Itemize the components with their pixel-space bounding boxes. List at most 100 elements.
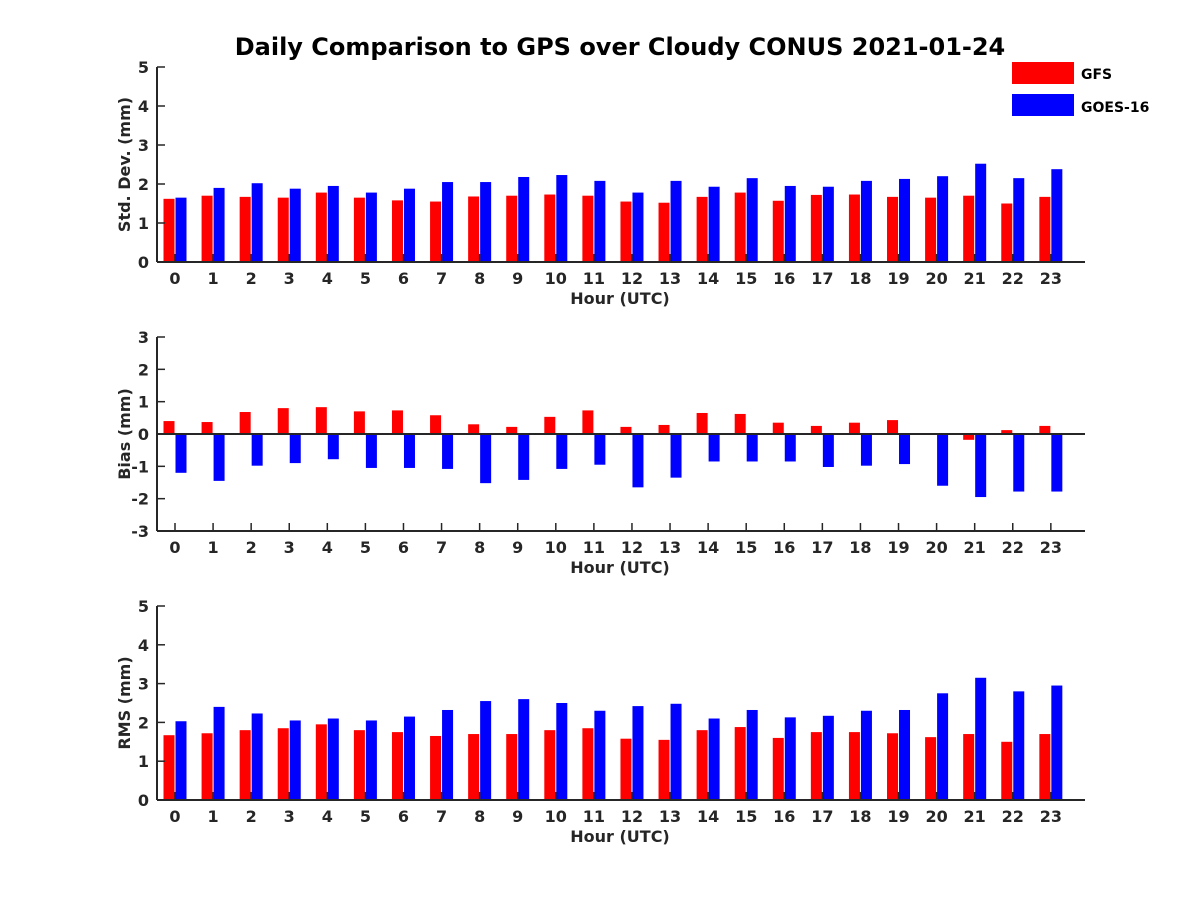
bar-rms-gfs-1 — [201, 733, 213, 800]
bar-rms-gfs-2 — [239, 730, 251, 800]
x-tick-label-std-dev: 17 — [811, 269, 833, 288]
bar-std-dev-goes16-20 — [937, 176, 949, 262]
bar-std-dev-gfs-21 — [963, 195, 975, 262]
x-tick-label-bias: 23 — [1040, 538, 1062, 557]
bar-bias-goes16-12 — [632, 434, 644, 488]
x-tick-label-bias: 7 — [436, 538, 447, 557]
bar-bias-gfs-13 — [658, 424, 670, 434]
bar-std-dev-gfs-17 — [810, 194, 822, 262]
x-tick-label-rms: 17 — [811, 807, 833, 826]
x-tick-label-rms: 6 — [398, 807, 409, 826]
x-tick-label-bias: 15 — [735, 538, 757, 557]
x-tick-label-std-dev: 11 — [583, 269, 605, 288]
x-tick-label-rms: 10 — [545, 807, 567, 826]
y-tick-label-bias: 2 — [138, 360, 149, 379]
bar-rms-gfs-5 — [353, 730, 365, 800]
bar-rms-gfs-19 — [887, 733, 899, 800]
bar-std-dev-gfs-18 — [848, 194, 860, 262]
y-tick-label-std-dev: 4 — [138, 97, 149, 116]
bar-bias-goes16-1 — [213, 434, 225, 481]
bar-bias-gfs-3 — [277, 408, 289, 434]
x-tick-label-bias: 17 — [811, 538, 833, 557]
bar-bias-gfs-1 — [201, 422, 213, 434]
x-tick-label-rms: 13 — [659, 807, 681, 826]
bar-std-dev-goes16-4 — [327, 185, 339, 262]
x-tick-label-std-dev: 19 — [887, 269, 909, 288]
bar-rms-goes16-4 — [327, 718, 339, 800]
bar-bias-gfs-18 — [848, 422, 860, 434]
bar-rms-goes16-7 — [442, 709, 454, 800]
x-tick-label-bias: 10 — [545, 538, 567, 557]
bar-bias-goes16-23 — [1051, 434, 1063, 492]
bar-bias-gfs-23 — [1039, 425, 1051, 434]
bar-rms-gfs-3 — [277, 728, 289, 800]
bar-std-dev-gfs-12 — [620, 201, 632, 262]
bar-bias-gfs-22 — [1001, 430, 1013, 434]
bar-bias-goes16-11 — [594, 434, 606, 465]
bar-bias-goes16-14 — [708, 434, 720, 462]
x-tick-label-bias: 22 — [1002, 538, 1024, 557]
bar-bias-goes16-22 — [1013, 434, 1025, 492]
x-tick-label-std-dev: 4 — [322, 269, 333, 288]
bar-rms-goes16-9 — [518, 699, 530, 800]
x-tick-label-bias: 13 — [659, 538, 681, 557]
bar-std-dev-gfs-23 — [1039, 196, 1051, 262]
bar-rms-goes16-16 — [784, 717, 796, 800]
x-tick-label-bias: 11 — [583, 538, 605, 557]
bar-std-dev-goes16-5 — [365, 192, 377, 262]
bar-bias-gfs-8 — [468, 424, 480, 434]
bar-std-dev-gfs-16 — [772, 200, 784, 262]
x-tick-label-std-dev: 1 — [208, 269, 219, 288]
bar-std-dev-goes16-12 — [632, 192, 644, 262]
x-tick-label-std-dev: 14 — [697, 269, 719, 288]
bar-bias-goes16-2 — [251, 434, 263, 466]
x-tick-label-std-dev: 8 — [474, 269, 485, 288]
x-tick-label-bias: 21 — [964, 538, 986, 557]
bar-rms-gfs-16 — [772, 737, 784, 800]
bar-std-dev-goes16-9 — [518, 176, 530, 262]
bar-bias-gfs-9 — [506, 426, 518, 434]
x-tick-label-std-dev: 13 — [659, 269, 681, 288]
bar-rms-gfs-14 — [696, 730, 708, 800]
bar-bias-goes16-6 — [403, 434, 415, 468]
bar-rms-gfs-22 — [1001, 741, 1013, 800]
bar-bias-gfs-5 — [353, 411, 365, 434]
bar-std-dev-goes16-8 — [480, 182, 492, 262]
x-tick-label-rms: 12 — [621, 807, 643, 826]
bar-rms-goes16-17 — [822, 715, 834, 800]
bar-bias-goes16-21 — [975, 434, 987, 498]
bar-rms-gfs-7 — [430, 735, 442, 800]
x-tick-label-bias: 9 — [512, 538, 523, 557]
x-tick-label-rms: 19 — [887, 807, 909, 826]
bar-rms-goes16-23 — [1051, 685, 1063, 800]
bar-bias-goes16-17 — [822, 434, 834, 467]
bar-rms-gfs-13 — [658, 739, 670, 800]
bar-std-dev-goes16-6 — [403, 188, 415, 262]
bar-bias-goes16-19 — [899, 434, 911, 465]
bar-std-dev-goes16-23 — [1051, 169, 1063, 262]
bar-rms-goes16-6 — [403, 716, 415, 800]
x-tick-label-rms: 22 — [1002, 807, 1024, 826]
bar-std-dev-gfs-4 — [315, 192, 327, 262]
x-tick-label-std-dev: 12 — [621, 269, 643, 288]
bar-bias-goes16-16 — [784, 434, 796, 462]
y-tick-label-rms: 1 — [138, 752, 149, 771]
bar-std-dev-goes16-17 — [822, 186, 834, 262]
chart-title: Daily Comparison to GPS over Cloudy CONU… — [235, 33, 1006, 61]
bar-std-dev-gfs-0 — [163, 198, 175, 262]
x-tick-label-std-dev: 18 — [849, 269, 871, 288]
y-tick-label-bias: -2 — [131, 490, 149, 509]
bar-std-dev-goes16-22 — [1013, 178, 1025, 262]
y-tick-label-std-dev: 1 — [138, 214, 149, 233]
x-axis-label-std-dev: Hour (UTC) — [570, 289, 670, 308]
x-tick-label-rms: 14 — [697, 807, 719, 826]
bar-std-dev-gfs-3 — [277, 197, 289, 262]
bar-rms-goes16-12 — [632, 706, 644, 800]
bar-bias-gfs-17 — [810, 425, 822, 434]
bar-rms-gfs-10 — [544, 730, 556, 800]
x-tick-label-bias: 18 — [849, 538, 871, 557]
legend-swatch-goes16 — [1012, 94, 1074, 116]
bar-bias-gfs-6 — [391, 410, 403, 434]
